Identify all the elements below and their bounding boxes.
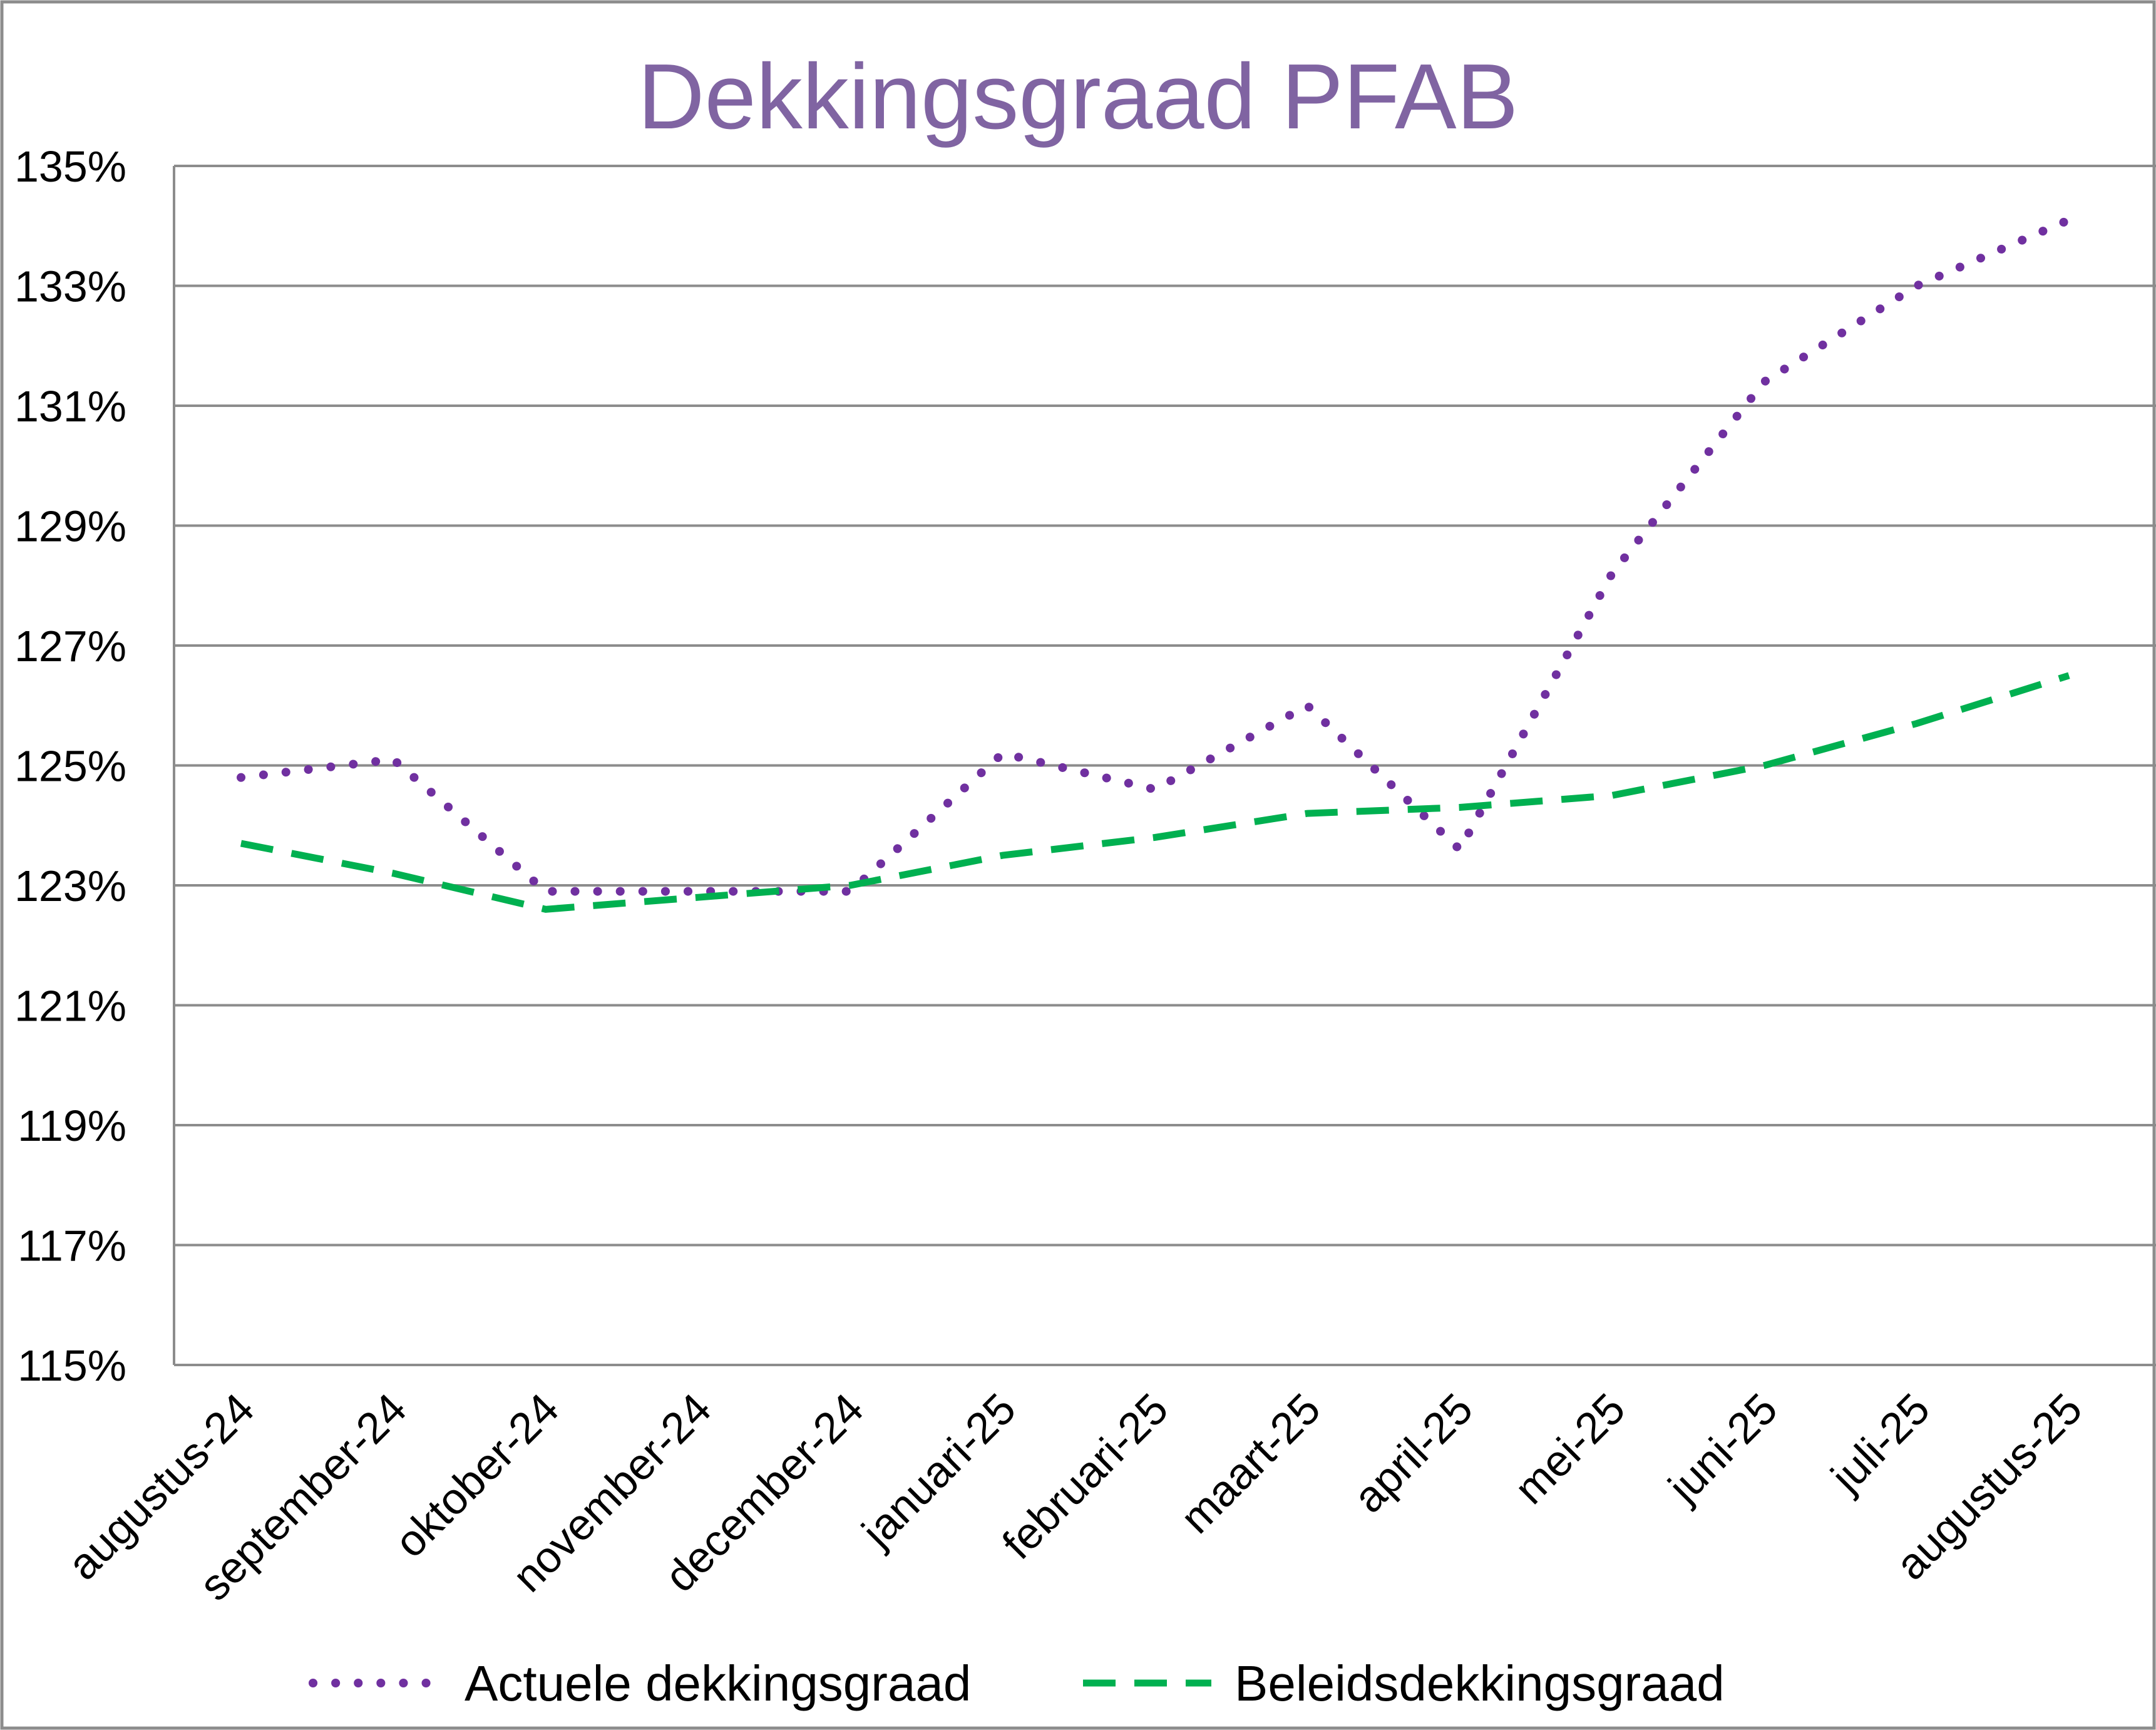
y-tick-label: 131%	[14, 382, 126, 431]
data-point	[2068, 675, 2070, 676]
data-point	[1459, 807, 1460, 808]
series-line-beleids	[240, 672, 2070, 913]
data-point	[1154, 789, 1156, 790]
data-point	[545, 891, 547, 892]
legend: Actuele dekkingsgraad Beleidsdekkingsgraa…	[309, 1655, 1725, 1711]
series-lines	[237, 215, 2073, 913]
data-point	[1002, 855, 1004, 856]
legend-label-beleids: Beleidsdekkingsgraad	[1235, 1655, 1725, 1711]
y-tick-label: 129%	[14, 502, 126, 551]
data-point	[1763, 381, 1765, 383]
chart-title: Dekkingsgraad PFAB	[638, 45, 1519, 148]
data-point	[1154, 837, 1156, 838]
data-point	[1763, 765, 1765, 766]
data-point	[240, 777, 242, 778]
data-point	[1611, 795, 1613, 796]
data-point	[545, 909, 547, 910]
data-point	[697, 891, 699, 892]
data-point	[393, 873, 394, 874]
data-point	[1459, 849, 1460, 850]
data-point	[850, 885, 851, 886]
y-tick-label: 117%	[18, 1222, 126, 1270]
y-tick-label: 115%	[18, 1341, 126, 1390]
data-point	[1306, 813, 1308, 814]
y-tick-label: 119%	[18, 1101, 126, 1150]
y-tick-label: 127%	[14, 622, 126, 671]
data-point	[1916, 286, 1917, 287]
y-tick-label: 133%	[14, 262, 126, 311]
legend-label-actuele: Actuele dekkingsgraad	[465, 1655, 971, 1711]
data-point	[2068, 219, 2070, 220]
data-point	[240, 843, 242, 844]
data-point	[1611, 573, 1613, 574]
data-point	[1002, 753, 1004, 754]
y-tick-label: 125%	[14, 742, 126, 791]
data-point	[850, 891, 851, 892]
series-line-actuele	[237, 215, 2073, 896]
data-point	[393, 759, 394, 760]
y-axis-ticks: 115% 117% 119% 121% 123% 125% 127% 129% 131% 133%…	[14, 142, 126, 1390]
data-point	[1916, 723, 1917, 724]
y-tick-label: 123%	[14, 862, 126, 910]
y-tick-label: 135%	[14, 142, 126, 191]
y-tick-label: 121%	[14, 982, 126, 1031]
data-point	[697, 897, 699, 898]
data-point	[1306, 705, 1308, 706]
grid-lines	[173, 165, 2156, 1366]
